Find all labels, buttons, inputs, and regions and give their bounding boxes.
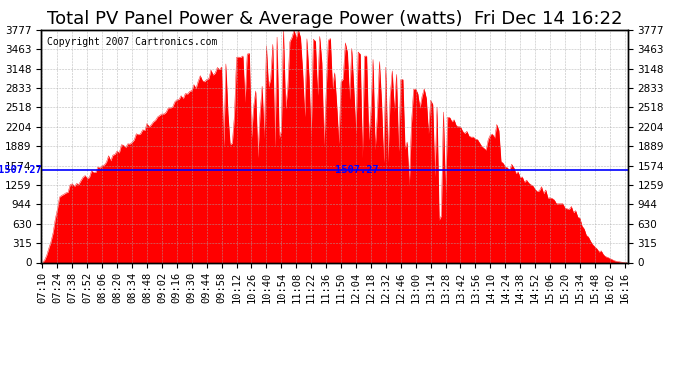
Text: Copyright 2007 Cartronics.com: Copyright 2007 Cartronics.com — [47, 37, 217, 47]
Title: Total PV Panel Power & Average Power (watts)  Fri Dec 14 16:22: Total PV Panel Power & Average Power (wa… — [47, 10, 622, 28]
Text: 1507.27: 1507.27 — [335, 165, 378, 175]
Text: 1507.27: 1507.27 — [0, 165, 41, 175]
